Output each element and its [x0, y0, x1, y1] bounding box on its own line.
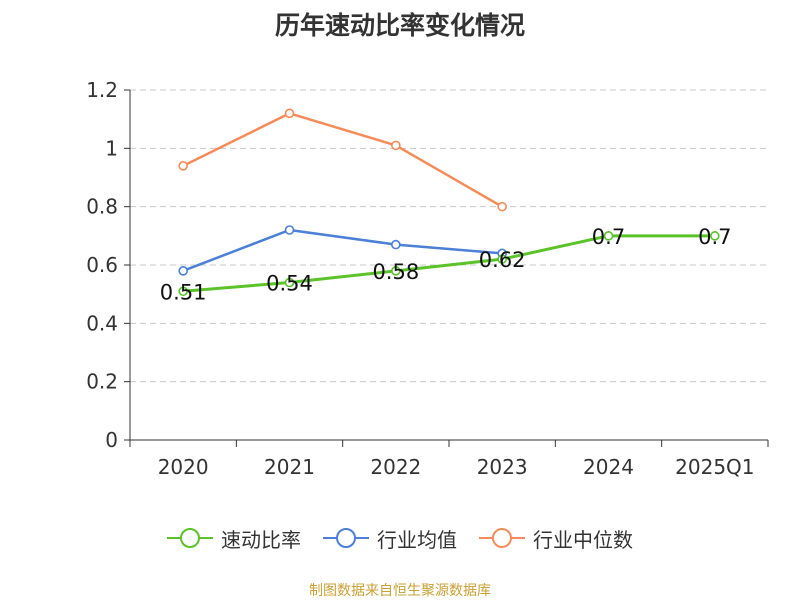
legend-label: 速动比率 [221, 527, 301, 552]
chart-title: 历年速动比率变化情况 [274, 11, 525, 40]
x-tick-label: 2025Q1 [675, 455, 754, 479]
series-line [182, 112, 503, 208]
data-point [284, 108, 295, 119]
legend: 速动比率 行业均值 行业中位数 [0, 520, 800, 556]
legend-item[interactable]: 行业中位数 [479, 524, 633, 553]
legend-item[interactable]: 行业均值 [323, 524, 457, 553]
data-label: 0.62 [479, 248, 526, 272]
source-note: 制图数据来自恒生聚源数据库 [309, 583, 491, 599]
data-point [391, 140, 401, 151]
data-label: 0.7 [592, 225, 625, 249]
legend-item[interactable]: 速动比率 [167, 524, 301, 553]
series-line [183, 234, 715, 293]
series-layer [178, 108, 720, 297]
data-label: 0.54 [266, 272, 313, 296]
data-point [497, 201, 507, 212]
x-tick-label: 2023 [477, 455, 528, 479]
data-point [497, 254, 507, 264]
x-tick-label: 2021 [264, 455, 315, 479]
y-tick-label: 0 [105, 428, 118, 452]
y-tick-label: 1 [105, 136, 118, 160]
legend-label: 行业中位数 [533, 527, 633, 552]
x-tick-label: 2024 [583, 455, 634, 479]
data-label: 0.51 [160, 280, 207, 304]
data-point [178, 286, 188, 297]
data-label: 0.58 [372, 260, 419, 284]
data-point [178, 266, 188, 276]
x-tick-label: 2022 [370, 455, 421, 479]
y-tick-label: 0.8 [86, 195, 118, 219]
legend-swatch [479, 527, 525, 549]
legend-swatch [167, 527, 213, 549]
grid-lines [130, 89, 768, 383]
data-label: 0.7 [698, 225, 731, 249]
y-tick-label: 0.4 [86, 311, 118, 335]
y-tick-label: 0.2 [86, 370, 118, 394]
data-point [391, 266, 401, 276]
data-labels: 0.51 0.54 0.58 0.62 0.7 0.7 [160, 225, 732, 304]
data-point [284, 277, 295, 288]
data-point [603, 231, 614, 241]
data-point [284, 225, 295, 235]
data-point [391, 239, 401, 250]
axes: 0 0.2 0.4 0.6 0.8 1 1.2 2020 2021 2022 2023 2024 202… [86, 78, 769, 479]
series-line [182, 228, 503, 273]
legend-swatch [323, 527, 369, 549]
x-tick-label: 2020 [158, 455, 209, 479]
legend-label: 行业均值 [377, 527, 457, 552]
data-point [178, 161, 188, 171]
y-tick-label: 0.6 [86, 253, 118, 277]
data-point [710, 231, 720, 241]
y-tick-label: 1.2 [86, 78, 118, 102]
